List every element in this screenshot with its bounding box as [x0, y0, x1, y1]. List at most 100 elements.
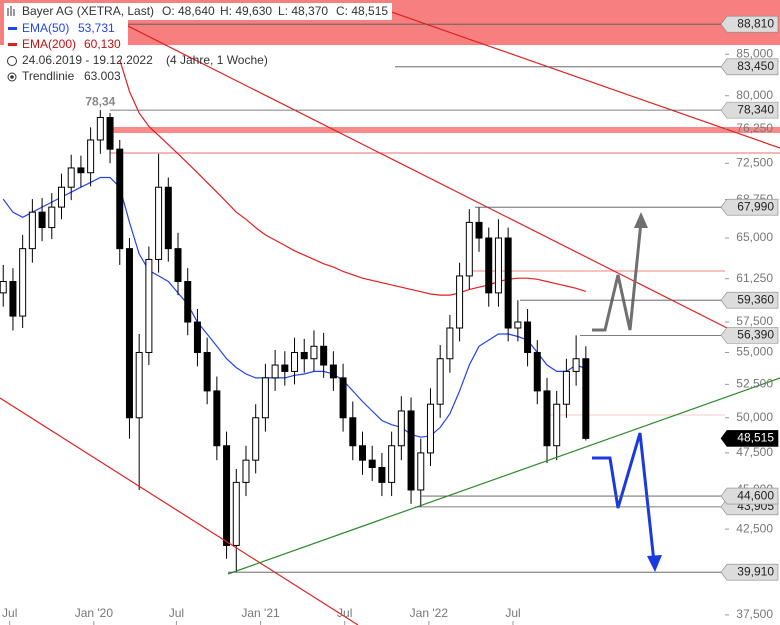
- candle-body: [135, 351, 143, 419]
- level-box: [720, 563, 779, 581]
- level-box: [720, 327, 779, 344]
- y-tick-label: 72,500: [736, 155, 773, 169]
- candle-body: [232, 481, 240, 546]
- candle-body: [349, 417, 357, 447]
- legend-value: 53,731: [78, 21, 115, 35]
- y-tick-label: 37,500: [736, 607, 773, 621]
- candle-body: [436, 358, 444, 405]
- scenario-arrow: [592, 221, 643, 332]
- candle-body: [96, 117, 104, 141]
- candle-body: [378, 466, 386, 483]
- level-box: [720, 58, 779, 76]
- candle-body: [87, 139, 95, 174]
- level-box: [720, 101, 779, 119]
- x-tick-label: Jul: [169, 606, 184, 620]
- candle-body: [572, 358, 580, 372]
- candle-body: [417, 452, 425, 491]
- candle-body: [67, 167, 75, 188]
- level-box: [720, 198, 779, 216]
- candle-body: [310, 345, 318, 360]
- y-tick-label: 85,000: [736, 46, 773, 60]
- candle-body: [388, 445, 396, 483]
- level-label: 56,390: [737, 328, 774, 342]
- arrow-head: [647, 555, 662, 572]
- x-tick-label: Jul: [337, 606, 352, 620]
- legend-label: EMA(50): [22, 21, 69, 35]
- candle-body: [0, 281, 7, 294]
- legend-label: EMA(200): [22, 37, 76, 51]
- y-tick-label: 42,500: [736, 521, 773, 535]
- trend-line: [0, 397, 359, 625]
- y-tick-label: 50,000: [736, 410, 773, 424]
- candle-body: [475, 221, 483, 239]
- level-label: 59,360: [737, 292, 774, 306]
- ohlc: H: 49,630: [220, 4, 272, 18]
- legend-bg: [4, 20, 128, 54]
- x-tick-label: Jan '20: [75, 606, 114, 620]
- plot-area: 78,34: [0, 59, 590, 573]
- legend-value: 60,130: [84, 37, 121, 51]
- trend-line: [99, 11, 736, 333]
- candle-body: [271, 364, 279, 379]
- scenario-arrow: [592, 432, 656, 563]
- candle-body: [48, 206, 56, 229]
- level-box: [720, 487, 779, 505]
- candle-body: [485, 237, 493, 294]
- candle-body: [155, 186, 163, 260]
- candle-body: [77, 167, 85, 174]
- candle-body: [320, 345, 328, 366]
- resistance-band: [110, 127, 780, 133]
- candle-body: [543, 390, 551, 447]
- level-label: 78,340: [737, 102, 774, 116]
- x-tick-label: Jan '21: [241, 606, 280, 620]
- y-tick-label: 76,250: [736, 121, 773, 135]
- peak-label: 78,34: [85, 94, 115, 108]
- candle-body: [368, 459, 376, 468]
- candle-body: [465, 221, 473, 277]
- x-tick-label: Jul: [2, 606, 17, 620]
- candle-body: [582, 358, 590, 439]
- candle-body: [116, 148, 124, 250]
- period: 24.06.2019 - 19.12.2022: [22, 53, 153, 67]
- candle-body: [242, 459, 250, 483]
- candle-body: [106, 117, 114, 150]
- icon: [7, 56, 17, 66]
- trend-name: Trendlinie: [22, 69, 75, 83]
- candle-body: [407, 410, 415, 491]
- candle-body: [494, 237, 502, 294]
- x-tick-label: Jul: [505, 606, 520, 620]
- level-label: 83,450: [737, 59, 774, 73]
- ohlc: L: 48,370: [278, 4, 328, 18]
- level-label: 39,910: [737, 564, 774, 578]
- arrow-head: [634, 212, 648, 228]
- candle-body: [329, 364, 337, 379]
- candle-body: [164, 186, 172, 250]
- icon: [7, 72, 17, 82]
- y-axis: 37,50042,50045,00047,50050,00052,50055,0…: [2, 15, 779, 625]
- candle-body: [193, 321, 201, 353]
- level-box: [720, 291, 779, 309]
- ohlc: O: 48,640: [162, 4, 215, 18]
- ohlc: C: 48,515: [336, 4, 388, 18]
- icon: [10, 75, 14, 79]
- level-box: [720, 15, 779, 33]
- candle-body: [524, 321, 532, 353]
- candle-body: [533, 351, 541, 392]
- legend-swatch: [8, 27, 17, 30]
- candle-body: [223, 445, 231, 546]
- series-name: Bayer AG (XETRA, Last): [22, 4, 154, 18]
- y-tick-label: 57,500: [736, 314, 773, 328]
- trend-value: 63.003: [84, 69, 121, 83]
- level-label: 48,515: [737, 431, 774, 445]
- candle-body: [252, 417, 260, 461]
- y-tick-label: 52,500: [736, 377, 773, 391]
- candle-body: [562, 370, 570, 405]
- level-box: [720, 430, 779, 447]
- y-tick-label: 47,500: [736, 445, 773, 459]
- candle-body: [213, 390, 221, 447]
- candle-body: [426, 403, 434, 454]
- icon: [7, 6, 15, 16]
- candle-body: [359, 445, 366, 461]
- duration: (4 Jahre, 1 Woche): [166, 53, 268, 67]
